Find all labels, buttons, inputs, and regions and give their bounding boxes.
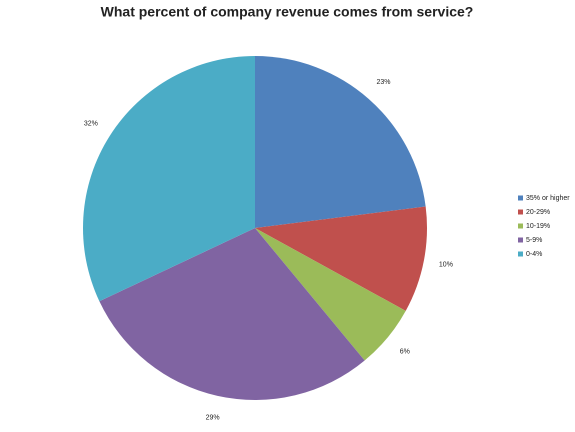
pie-slice [255, 56, 426, 228]
legend-label: 35% or higher [526, 195, 570, 202]
data-label: 10% [439, 261, 453, 268]
pie-slice [255, 228, 406, 361]
data-label: 6% [400, 349, 410, 356]
legend-swatch [518, 209, 523, 215]
legend-label: 0-4% [526, 251, 542, 258]
legend-swatch [518, 251, 523, 257]
pie-slice [82, 56, 256, 302]
data-label: 23% [377, 79, 391, 86]
legend-swatch [518, 195, 523, 201]
pie-slice [255, 206, 427, 311]
data-label: 32% [84, 121, 98, 128]
legend-swatch [518, 223, 523, 229]
pie-slice [99, 228, 365, 400]
chart-title: What percent of company revenue comes fr… [101, 4, 474, 20]
legend-label: 10-19% [526, 223, 550, 230]
legend-label: 20-29% [526, 209, 550, 216]
data-label: 29% [206, 415, 220, 422]
legend-swatch [518, 237, 523, 243]
legend-label: 5-9% [526, 237, 542, 244]
